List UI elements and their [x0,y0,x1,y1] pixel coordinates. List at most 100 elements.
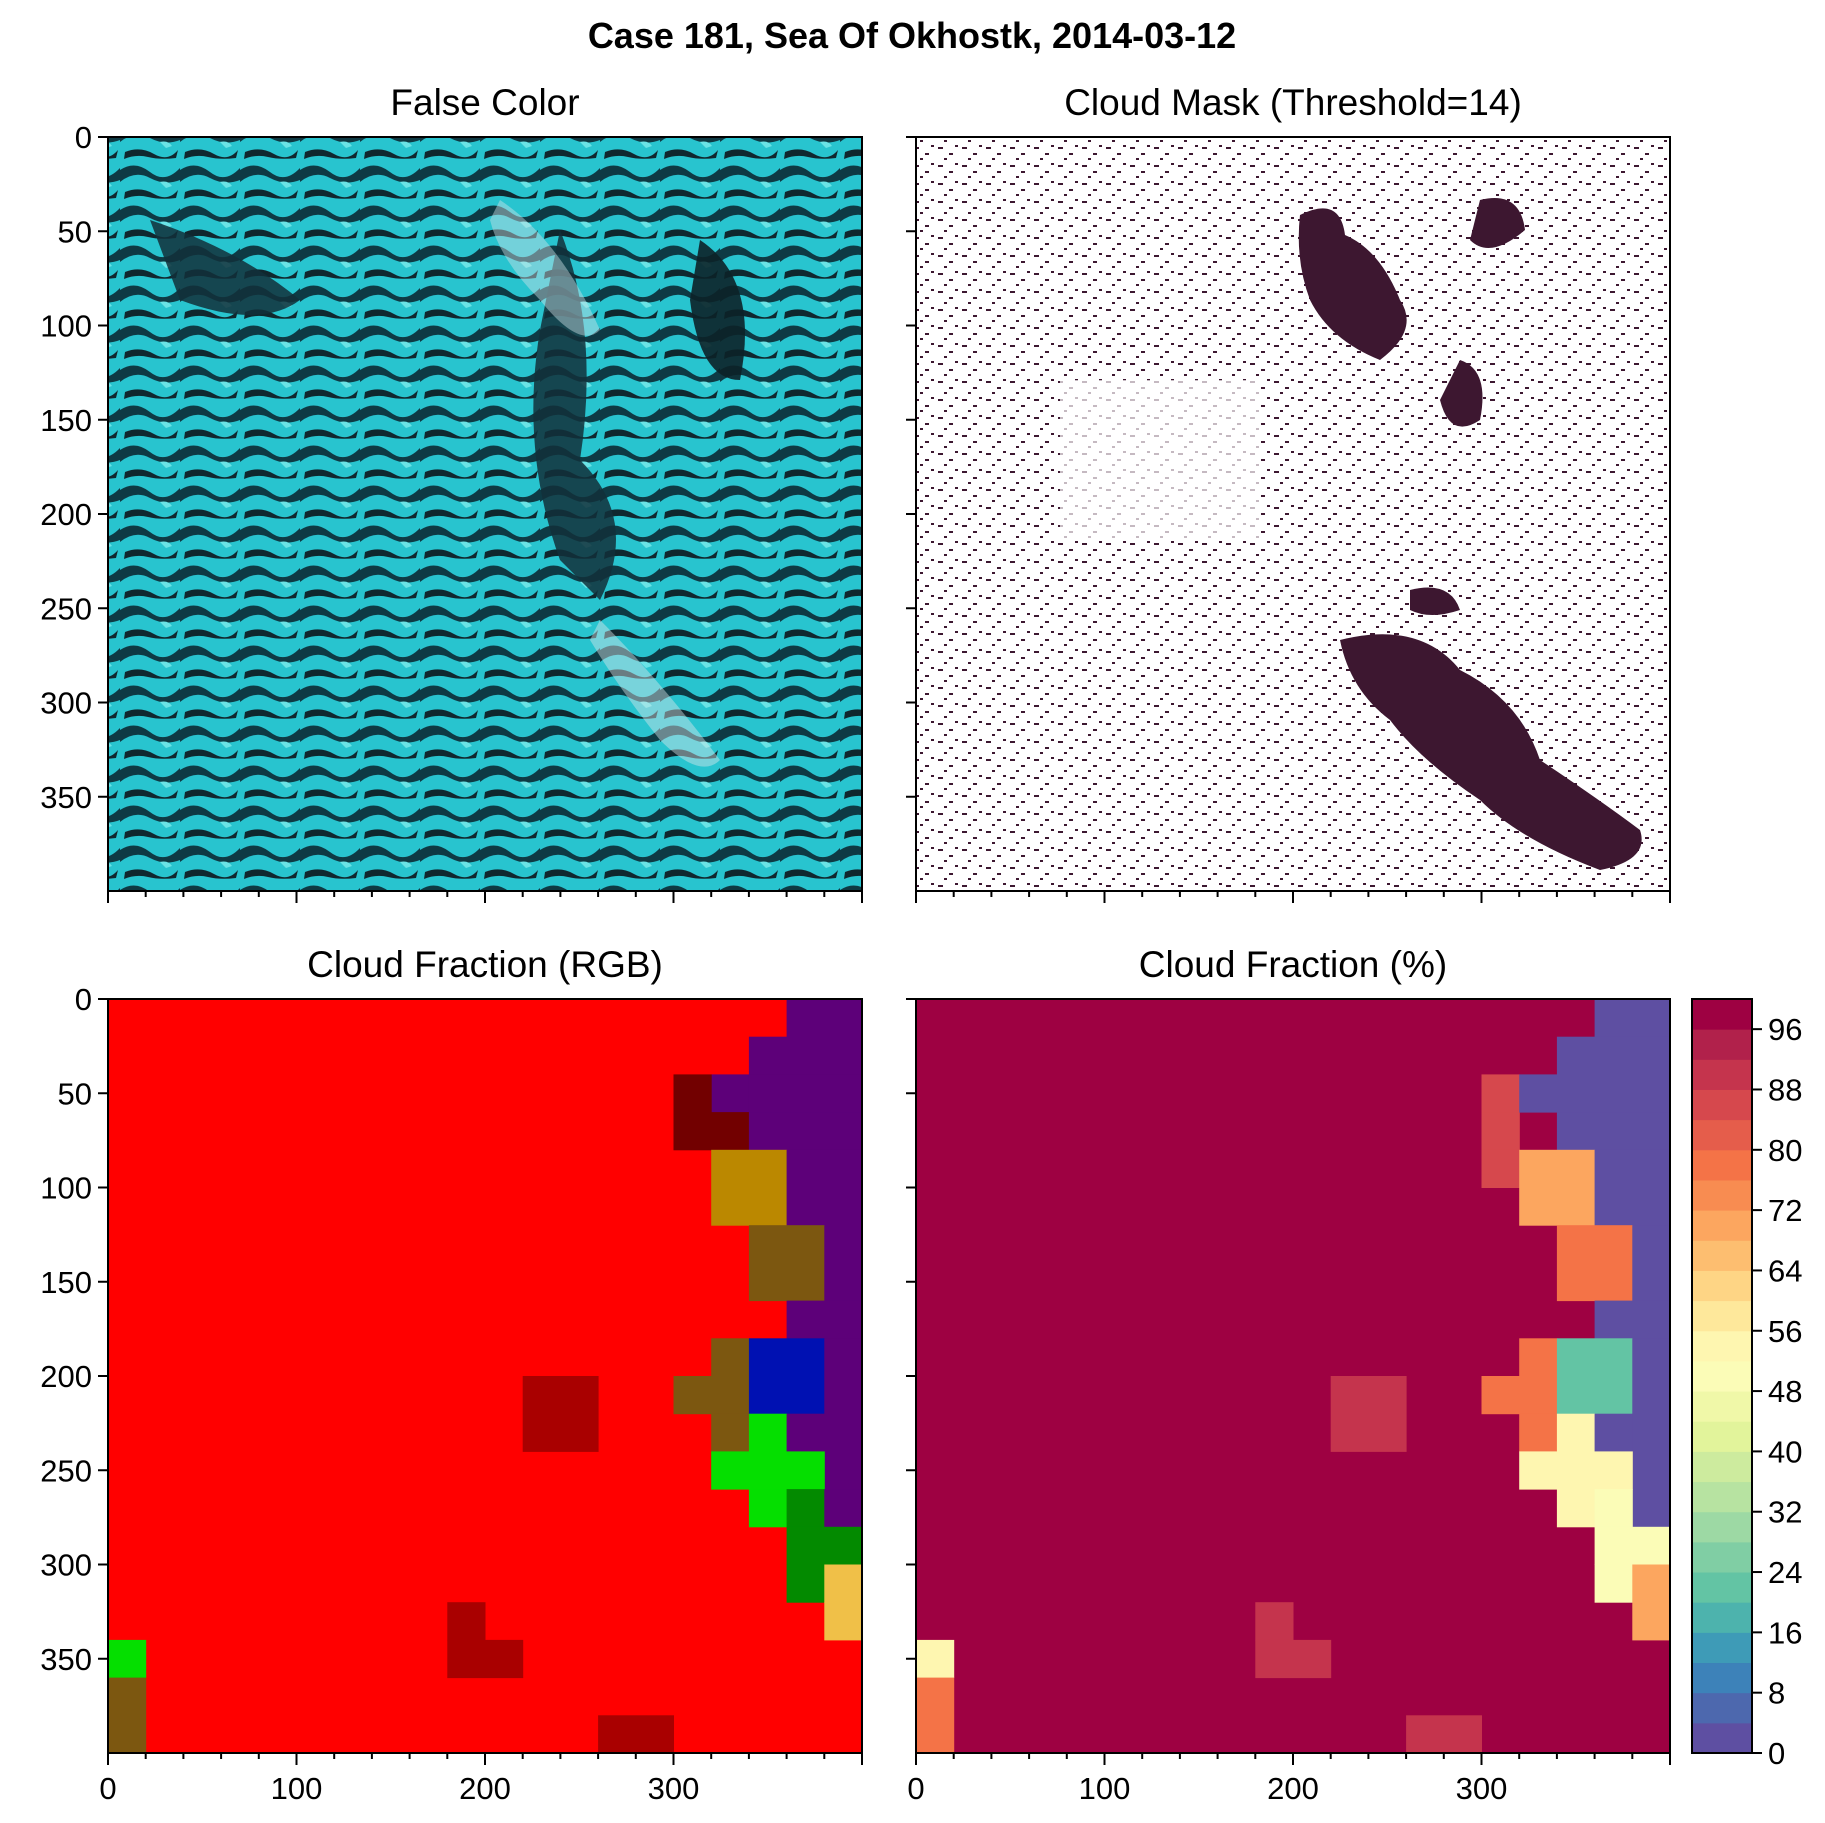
cf-rgb-cell [748,1074,863,1113]
cloud-mask-blob-2 [1470,198,1525,248]
colorbar-tick-label: 40 [1768,1434,1802,1469]
cf-pct-cell [1556,1112,1671,1151]
cf-pct-cell [1519,1451,1633,1490]
colorbar-tick-label: 24 [1768,1555,1802,1590]
x-tick-label: 0 [907,1771,924,1806]
y-tick-label: 200 [40,1359,92,1394]
cf-pct-cell [1481,1376,1558,1415]
cf-pct-panel [915,998,1671,1754]
colorbar-segment [1692,1089,1752,1121]
colorbar-segment [1692,1149,1752,1181]
colorbar-segment [1692,1451,1752,1483]
axis-ticks: 0 50 100 150 200 250 300 350 0 50 100 150 200 250 300 3… [40,120,1671,1806]
y-tick-label: 300 [40,686,92,721]
cf-rgb-cell [824,1338,863,1490]
y-tick-label: 50 [58,214,92,249]
cf-pct-cell [1594,1413,1633,1452]
cloud-mask-blob-5 [1410,587,1460,615]
colorbar-tick-label: 32 [1768,1495,1802,1530]
figure-title: Case 181, Sea Of Okhostk, 2014-03-12 [588,15,1236,56]
colorbar-segment [1692,1300,1752,1332]
colorbar-tick-label: 8 [1768,1676,1785,1711]
y-tick-label: 0 [75,982,92,1017]
false-color-cloud-streak-2 [590,620,720,767]
cf-rgb-cell [522,1376,599,1452]
cf-pct-cell [1330,1376,1407,1452]
cf-rgb-cell [824,1489,863,1528]
colorbar-tick-label: 0 [1768,1736,1785,1771]
cf-pct-cell [1632,1225,1671,1302]
cf-pct-cell [1556,1338,1633,1415]
colorbar-ticks: 0 8 16 24 32 40 48 56 64 72 80 88 96 [1752,1012,1802,1771]
cf-rgb-cell [598,1715,674,1754]
colorbar-segment [1692,1481,1752,1513]
cf-rgb-cell [748,1489,788,1528]
cf-rgb-cell [786,1413,825,1452]
false-color-dark-region-3 [690,240,745,380]
cf-rgb-cell [673,1112,750,1151]
colorbar-segment [1692,1270,1752,1302]
panel-title-cf-rgb: Cloud Fraction (RGB) [307,944,663,985]
colorbar-segment [1692,1391,1752,1422]
colorbar-tick-label: 80 [1768,1133,1802,1168]
colorbar-segment [1692,1240,1752,1271]
cf-rgb-cell [673,1074,712,1113]
cf-pct-cells [916,999,1671,1754]
cf-rgb-cell [786,1564,825,1603]
cf-pct-cell [1519,1074,1671,1113]
colorbar-segment [1692,999,1752,1030]
y-tick-label: 350 [40,780,92,815]
cf-rgb-cell [824,1602,863,1641]
cf-pct-cell [1519,1338,1558,1377]
colorbar-segment [1692,1059,1752,1090]
x-tick-label: 200 [459,1771,511,1806]
colorbar-segment [1692,1360,1752,1392]
cf-rgb-cell [748,1036,863,1075]
cloud-mask-blob-4 [1340,634,1642,870]
cf-rgb-cell [447,1639,524,1679]
cloud-mask-blob-3 [1440,360,1483,427]
cf-pct-cell [1519,1413,1558,1452]
colorbar-tick-label: 72 [1768,1193,1802,1228]
colorbar-tick-label: 48 [1768,1374,1802,1409]
colorbar-tick-label: 88 [1768,1072,1802,1107]
cf-rgb-cell [786,999,863,1038]
cf-pct-cell [1556,1036,1671,1075]
cf-rgb-cell [711,1338,750,1377]
colorbar-segment [1692,1662,1752,1694]
cf-rgb-cell [447,1602,486,1641]
cf-pct-cell [1594,1564,1633,1603]
cf-rgb-cell [824,1564,863,1603]
y-tick-label: 0 [75,120,92,155]
colorbar-tick-label: 64 [1768,1253,1802,1288]
cf-rgb-panel [107,998,863,1754]
y-tick-label: 150 [40,403,92,438]
false-color-panel [107,136,863,892]
panel-title-cloud-mask: Cloud Mask (Threshold=14) [1064,82,1522,123]
cf-rgb-cell [748,1338,825,1415]
colorbar-segment [1692,1692,1752,1724]
panel-title-cf-pct: Cloud Fraction (%) [1139,944,1447,985]
false-color-dark-region [533,230,616,600]
x-tick-label: 0 [99,1771,116,1806]
x-tick-label: 300 [1456,1771,1508,1806]
y-tick-label: 300 [40,1548,92,1583]
x-tick-label: 300 [648,1771,700,1806]
colorbar-segment [1692,1119,1752,1151]
y-tick-label: 350 [40,1642,92,1677]
cf-pct-cell [1556,1413,1596,1452]
cf-rgb-cells [108,999,863,1754]
cf-pct-cell [1519,1149,1596,1226]
cf-rgb-cell [786,1489,825,1528]
cf-pct-cell [1556,1489,1596,1528]
colorbar-segment [1692,1210,1752,1241]
cf-rgb-cell [824,1225,863,1302]
cf-rgb-cell [711,1074,750,1113]
cf-rgb-cell [786,1149,863,1226]
colorbar-segment [1692,1722,1752,1754]
y-tick-label: 250 [40,591,92,626]
cf-rgb-cell [711,1149,788,1226]
cf-pct-cell [1406,1715,1482,1754]
cf-pct-cell [1481,1149,1520,1188]
